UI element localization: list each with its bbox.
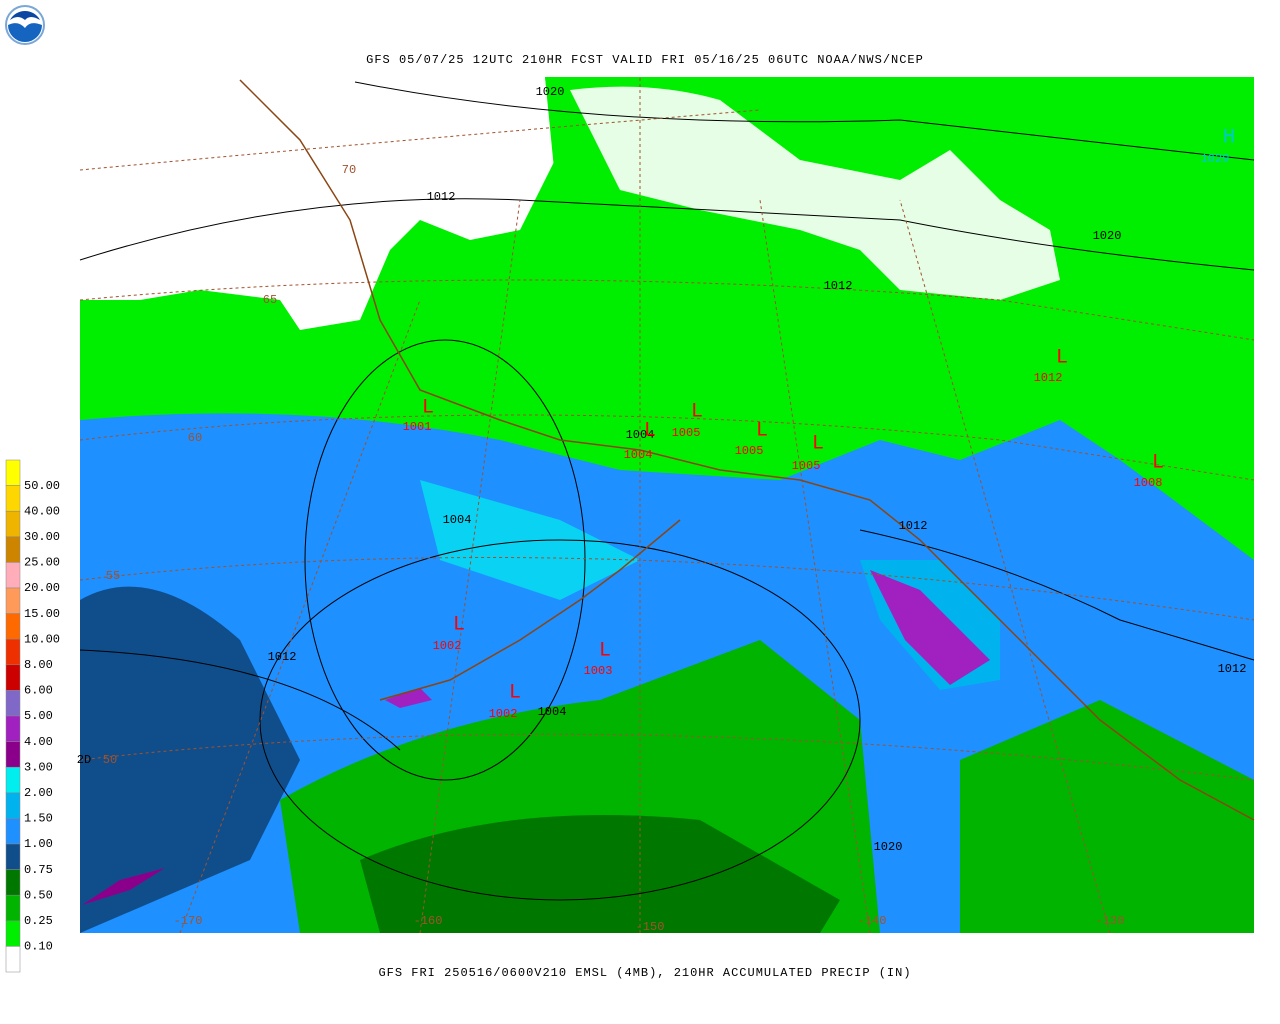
- legend-label: 0.50: [24, 888, 53, 902]
- legend-swatch: [5, 485, 21, 512]
- pressure-value: 1005: [792, 459, 821, 473]
- pressure-value: 1003: [584, 664, 613, 678]
- legend-swatch: [5, 562, 21, 589]
- pressure-value: 1004: [626, 428, 655, 442]
- legend-swatch: [5, 613, 21, 640]
- legend-label: 6.00: [24, 684, 53, 698]
- legend-label: 30.00: [24, 530, 60, 544]
- map-title: GFS 05/07/25 12UTC 210HR FCST VALID FRI …: [366, 53, 924, 67]
- legend-swatch: [5, 715, 21, 742]
- legend-swatch: [5, 664, 21, 691]
- legend-label: 1.00: [24, 837, 53, 851]
- grid-label: -160: [414, 914, 443, 928]
- grid-label: -150: [636, 920, 665, 934]
- legend-label: 4.00: [24, 735, 53, 749]
- grid-label: 50: [103, 753, 117, 767]
- pressure-center: L: [509, 681, 521, 704]
- pressure-value: 1004: [624, 448, 653, 462]
- legend-swatch: [5, 920, 21, 947]
- pressure-value: 1005: [672, 426, 701, 440]
- grid-label: 55: [106, 569, 120, 583]
- legend-swatch: [5, 766, 21, 794]
- pressure-center: H: [1223, 126, 1235, 149]
- legend-label: 10.00: [24, 632, 60, 646]
- legend-label: 3.00: [24, 760, 53, 774]
- legend-label: 15.00: [24, 607, 60, 621]
- legend-swatch: [5, 587, 21, 614]
- legend-swatch: [5, 536, 21, 563]
- grid-label: 70: [342, 163, 356, 177]
- legend-swatch: [5, 690, 21, 717]
- pressure-value: 1002: [433, 639, 462, 653]
- legend-swatch: [5, 818, 21, 845]
- legend-label: 2.00: [24, 786, 53, 800]
- pressure-center: L: [691, 400, 703, 423]
- legend-swatch: [5, 894, 21, 922]
- pressure-value: 1012: [1034, 371, 1063, 385]
- legend: 50.00 40.00 30.00 25.00 20.00 15.00 10.00 8.00 6…: [5, 459, 60, 973]
- pressure-value: 1008: [1134, 476, 1163, 490]
- grid-label: -140: [858, 914, 887, 928]
- legend-label: 40.00: [24, 504, 60, 518]
- pressure-center: L: [453, 613, 465, 636]
- pressure-value: 1020: [874, 840, 903, 854]
- map-caption: GFS FRI 250516/0600V210 EMSL (4MB), 210H…: [378, 966, 911, 980]
- pressure-value: 1029: [1201, 152, 1230, 166]
- legend-label: 1.50: [24, 812, 53, 826]
- pressure-value: 1020: [536, 85, 565, 99]
- pressure-value: 1012: [824, 279, 853, 293]
- grid-label: 65: [263, 293, 277, 307]
- legend-swatch: [5, 843, 21, 870]
- legend-swatch: [5, 510, 21, 538]
- pressure-value: 1002: [489, 707, 518, 721]
- pressure-value: 1012: [268, 650, 297, 664]
- pressure-value: 2D: [77, 753, 91, 767]
- legend-swatch: [5, 869, 21, 896]
- grid-label: 60: [188, 431, 202, 445]
- legend-label: 50.00: [24, 479, 60, 493]
- noaa-logo: [5, 5, 45, 45]
- pressure-value: 1004: [443, 513, 472, 527]
- pressure-center: L: [422, 396, 434, 419]
- pressure-value: 1012: [899, 519, 928, 533]
- legend-label: 25.00: [24, 556, 60, 570]
- pressure-center: L: [756, 419, 768, 442]
- grid-label: -130: [1096, 914, 1125, 928]
- legend-label: 0.25: [24, 914, 53, 928]
- pressure-value: 1004: [538, 705, 567, 719]
- pressure-value: 1012: [427, 190, 456, 204]
- pressure-center: L: [1152, 451, 1164, 474]
- legend-swatch: [5, 638, 21, 666]
- legend-swatch: [5, 459, 21, 486]
- legend-swatch: [5, 792, 21, 819]
- pressure-value: 1001: [403, 420, 432, 434]
- pressure-value: 1005: [735, 444, 764, 458]
- pressure-center: L: [812, 432, 824, 455]
- legend-label: 5.00: [24, 709, 53, 723]
- legend-label: 8.00: [24, 658, 53, 672]
- pressure-center: L: [599, 639, 611, 662]
- pressure-value: 1012: [1218, 662, 1247, 676]
- legend-swatch: [5, 741, 21, 768]
- pressure-center: L: [644, 419, 656, 442]
- legend-label: 0.75: [24, 863, 53, 877]
- pressure-center: L: [1056, 346, 1068, 369]
- legend-label: 20.00: [24, 581, 60, 595]
- legend-label: 0.10: [24, 940, 53, 954]
- legend-swatch: [5, 946, 21, 973]
- grid-label: -170: [174, 914, 203, 928]
- pressure-value: 1020: [1093, 229, 1122, 243]
- map: 1020101210121020H1029L1012L10011004L1004…: [77, 77, 1255, 934]
